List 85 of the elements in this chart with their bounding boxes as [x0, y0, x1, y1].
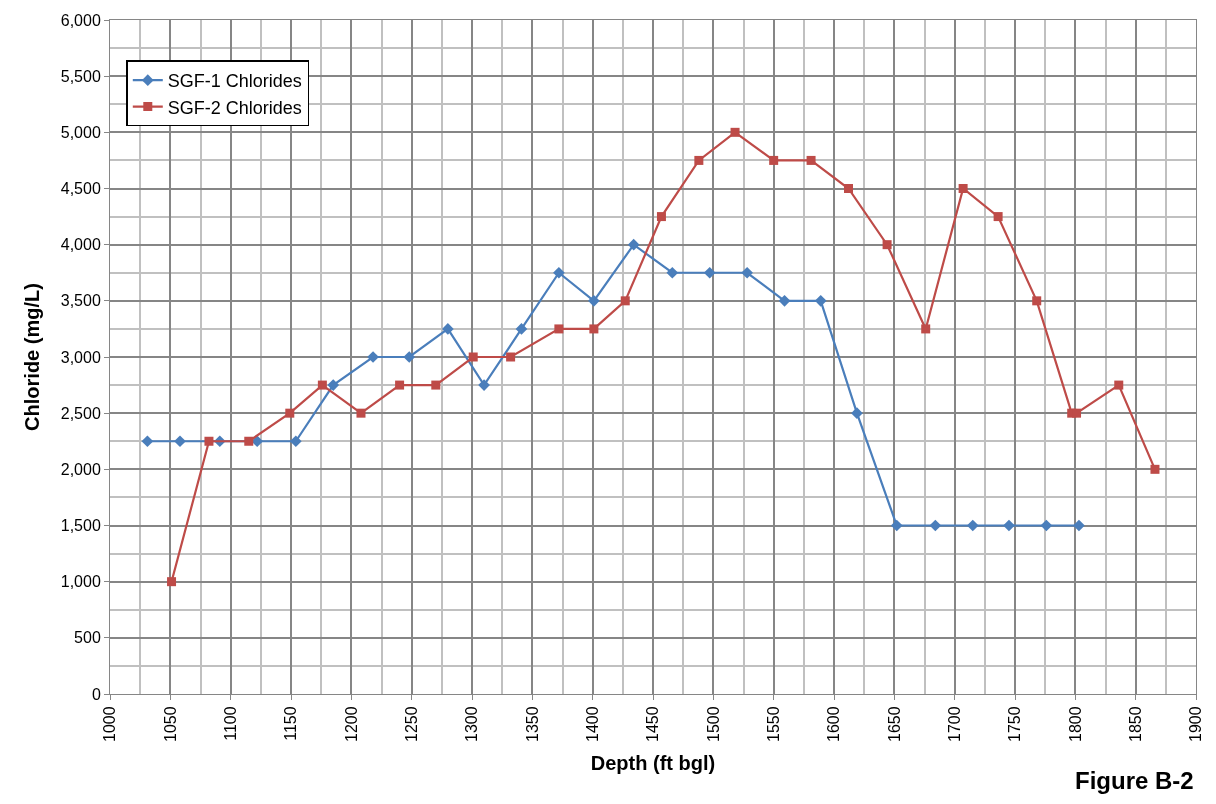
- x-tick-label: 1550: [764, 706, 782, 742]
- y-tick-label: 2,000: [60, 460, 101, 478]
- x-tick-label: 1900: [1187, 706, 1205, 742]
- y-tick-label: 500: [74, 629, 101, 647]
- point: [730, 127, 740, 137]
- point: [778, 294, 791, 307]
- point: [843, 184, 853, 193]
- legend-label: SGF-1 Chlorides: [167, 71, 302, 92]
- point: [442, 323, 454, 335]
- x-tick-label: 1800: [1066, 706, 1084, 742]
- point: [589, 324, 599, 334]
- point: [741, 266, 753, 279]
- point: [890, 519, 903, 532]
- point: [851, 407, 863, 420]
- x-tick-label: 1150: [282, 706, 300, 741]
- x-tick-label: 1400: [583, 706, 601, 742]
- point: [317, 380, 327, 390]
- point: [1040, 519, 1053, 532]
- y-tick-label: 3,000: [60, 348, 101, 366]
- point: [1072, 408, 1082, 418]
- x-tick-label: 1100: [221, 706, 239, 741]
- y-tick-label: 3,500: [60, 292, 101, 310]
- point: [167, 577, 177, 587]
- point: [285, 408, 295, 418]
- point: [694, 155, 704, 165]
- x-tick-label: 1600: [825, 706, 843, 742]
- point: [806, 155, 816, 165]
- point: [966, 519, 979, 532]
- x-tick-label: 1450: [644, 706, 662, 742]
- y-tick-label: 0: [91, 685, 101, 703]
- point: [993, 212, 1003, 222]
- point: [882, 240, 892, 250]
- x-tick-label: 1300: [463, 706, 481, 742]
- point: [814, 294, 827, 307]
- y-tick-label: 1,000: [60, 573, 101, 591]
- point: [506, 352, 516, 362]
- point: [958, 184, 968, 193]
- y-tick-label: 1,500: [60, 517, 101, 535]
- point: [666, 266, 679, 279]
- point: [174, 435, 186, 448]
- point: [141, 435, 154, 448]
- y-tick-label: 5,000: [60, 123, 101, 141]
- y-tick-label: 6,000: [60, 11, 101, 29]
- point: [1003, 519, 1015, 532]
- point: [395, 380, 405, 390]
- x-tick-label: 1000: [101, 706, 119, 742]
- point: [468, 352, 478, 362]
- point: [1073, 519, 1085, 532]
- point: [515, 323, 528, 335]
- point: [703, 266, 716, 279]
- legend-label: SGF-2 Chlorides: [167, 97, 302, 118]
- x-tick-label: 1650: [885, 706, 903, 742]
- y-tick-label: 5,500: [60, 67, 101, 85]
- point: [327, 379, 340, 391]
- point: [554, 324, 564, 334]
- x-tick-label: 1250: [402, 706, 420, 742]
- point: [244, 436, 254, 446]
- point: [553, 266, 565, 279]
- point: [588, 294, 600, 307]
- x-tick-label: 1850: [1126, 706, 1144, 742]
- x-tick-label: 1350: [523, 706, 541, 742]
- point: [1114, 380, 1124, 390]
- point: [204, 436, 214, 446]
- point: [431, 380, 441, 390]
- y-tick-label: 2,500: [60, 404, 101, 422]
- y-tick-label: 4,000: [60, 236, 101, 254]
- x-tick-label: 1500: [704, 706, 722, 742]
- x-tick-label: 1050: [161, 706, 179, 742]
- x-tick-label: 1700: [945, 706, 963, 742]
- point: [1150, 464, 1160, 474]
- point: [356, 408, 366, 418]
- point: [1032, 296, 1042, 306]
- point: [627, 238, 640, 251]
- point: [769, 155, 779, 165]
- x-axis-title: Depth (ft bgl): [590, 752, 716, 775]
- point: [921, 324, 931, 334]
- y-tick-label: 4,500: [60, 180, 101, 198]
- point: [929, 519, 942, 532]
- text: Figure B-2: [1075, 767, 1194, 794]
- point: [656, 212, 666, 222]
- y-axis-title: Chloride (mg/L): [21, 283, 44, 431]
- x-tick-label: 1200: [342, 706, 360, 742]
- point: [620, 296, 630, 306]
- point: [403, 351, 416, 363]
- x-tick-label: 1750: [1006, 706, 1024, 742]
